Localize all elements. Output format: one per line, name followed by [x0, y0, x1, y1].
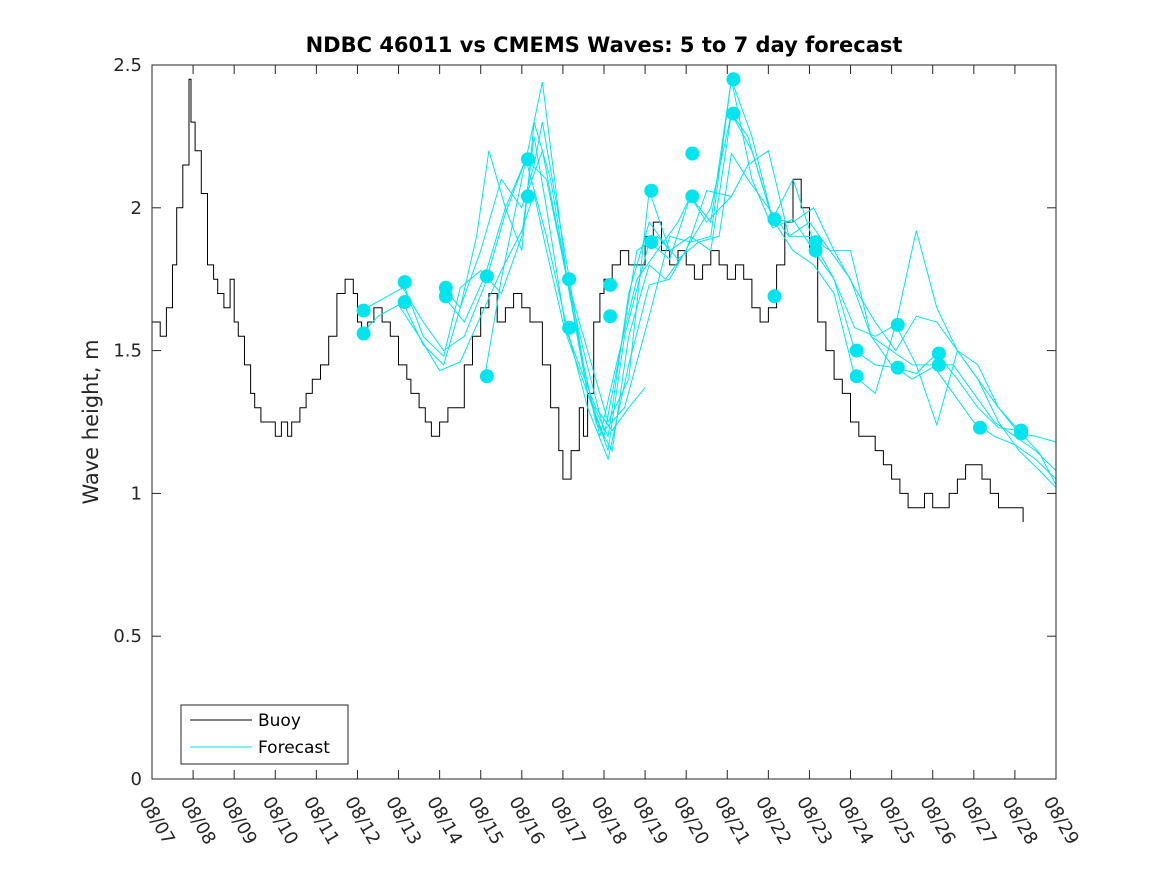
forecast-marker-point — [1014, 426, 1029, 441]
forecast-marker-point — [726, 106, 741, 121]
series-forecast-line — [566, 112, 1020, 431]
legend-box — [180, 704, 349, 765]
forecast-marker-point — [644, 183, 659, 198]
forecast-marker-point — [397, 275, 412, 290]
forecast-marker-point — [685, 189, 700, 204]
forecast-marker-point — [521, 152, 535, 167]
forecast-marker-point — [603, 309, 618, 324]
y-tick-label: 2.5 — [113, 55, 142, 76]
chart-title: NDBC 46011 vs CMEMS Waves: 5 to 7 day fo… — [306, 33, 903, 57]
forecast-marker-point — [397, 295, 412, 309]
series-forecast-line — [402, 136, 1057, 480]
forecast-marker-point — [890, 360, 905, 375]
forecast-marker-point — [479, 269, 494, 284]
y-tick-label: 1 — [131, 483, 142, 504]
forecast-marker-point — [890, 317, 905, 332]
forecast-marker-point — [931, 357, 946, 372]
plot-area — [152, 65, 1056, 779]
forecast-marker-point — [356, 326, 371, 341]
forecast-marker-point — [685, 146, 700, 161]
series-forecast-line — [525, 79, 1057, 486]
series-forecast-line — [402, 121, 732, 437]
legend-label-forecast: Forecast — [258, 738, 330, 758]
forecast-marker-point — [726, 72, 741, 87]
axes-box — [151, 64, 1057, 780]
y-tick-label: 1.5 — [113, 341, 142, 362]
forecast-marker-point — [973, 420, 987, 435]
forecast-marker-point — [849, 369, 864, 384]
series-forecast-line — [361, 191, 646, 432]
forecast-marker-point — [356, 303, 371, 318]
legend-label-buoy: Buoy — [258, 711, 301, 731]
y-axis-label: Wave height, m — [79, 339, 103, 504]
forecast-marker-point — [767, 212, 782, 227]
forecast-marker-point — [644, 235, 659, 250]
forecast-marker-point — [479, 369, 494, 384]
forecast-markers — [356, 72, 1029, 441]
forecast-marker-point — [808, 243, 823, 258]
forecast-marker-point — [931, 346, 946, 361]
legend: Buoy Forecast — [180, 704, 349, 765]
series-buoy-line — [152, 78, 1024, 522]
y-tick-label: 0 — [131, 769, 142, 790]
forecast-marker-point — [438, 289, 453, 304]
forecast-marker-point — [562, 272, 577, 287]
forecast-marker-point — [767, 289, 782, 304]
forecast-marker-point — [849, 343, 864, 358]
y-tick-label: 0.5 — [113, 626, 142, 647]
forecast-marker-point — [603, 277, 618, 292]
y-tick-label: 2 — [131, 198, 142, 219]
forecast-marker-point — [562, 320, 577, 335]
forecast-marker-point — [521, 189, 535, 204]
